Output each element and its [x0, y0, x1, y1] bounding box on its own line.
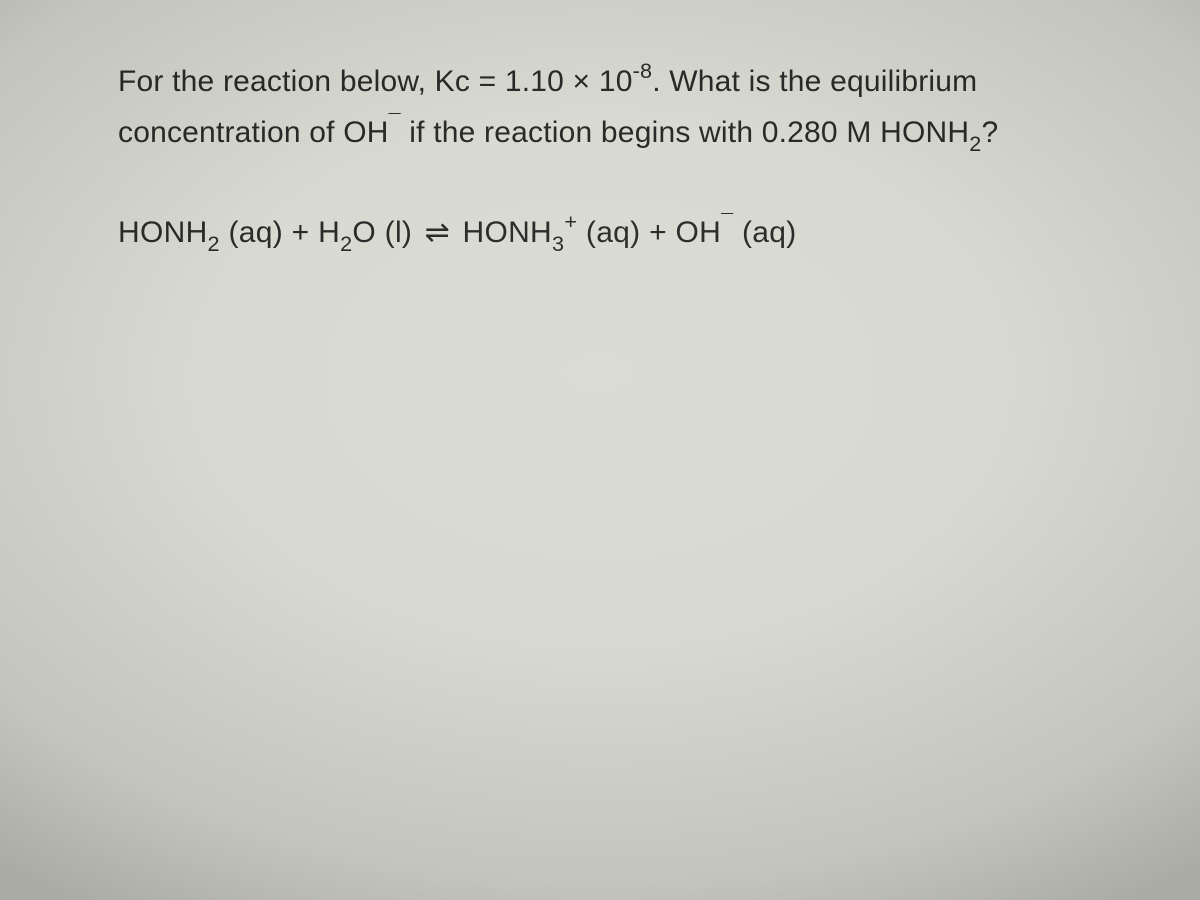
eq-fragment: (aq) + OH	[577, 216, 721, 249]
text-fragment: For the reaction below, Kc = 1.10 × 10	[118, 65, 633, 98]
text-fragment: if the reaction begins with 0.280 M HONH	[401, 116, 969, 149]
question-page: For the reaction below, Kc = 1.10 × 10-8…	[0, 0, 1200, 900]
question-line-2: concentration of OH¯ if the reaction beg…	[118, 103, 1092, 163]
eq-fragment: (aq)	[733, 216, 796, 249]
question-prompt: For the reaction below, Kc = 1.10 × 10-8…	[118, 52, 1092, 255]
subscript: 3	[552, 231, 564, 256]
eq-fragment: O (l)	[352, 216, 420, 249]
exponent: -8	[633, 58, 653, 83]
text-fragment: concentration of OH	[118, 116, 389, 149]
subscript: 2	[969, 131, 981, 156]
eq-fragment: (aq) + H	[220, 216, 340, 249]
superscript-minus: ¯	[721, 209, 733, 234]
text-fragment: ?	[981, 116, 998, 149]
equilibrium-arrow-icon: ⇌	[421, 215, 454, 250]
text-fragment: . What is the equilibrium	[652, 65, 977, 98]
subscript: 2	[340, 231, 352, 256]
eq-fragment: HONH	[118, 216, 208, 249]
chemical-equation: HONH2 (aq) + H2O (l) ⇌ HONH3+ (aq) + OH¯…	[118, 211, 1092, 255]
subscript: 2	[208, 231, 220, 256]
superscript-plus: +	[564, 209, 577, 234]
question-line-1: For the reaction below, Kc = 1.10 × 10-8…	[118, 52, 1092, 103]
eq-fragment: HONH	[454, 216, 552, 249]
superscript-minus: ¯	[389, 109, 401, 134]
